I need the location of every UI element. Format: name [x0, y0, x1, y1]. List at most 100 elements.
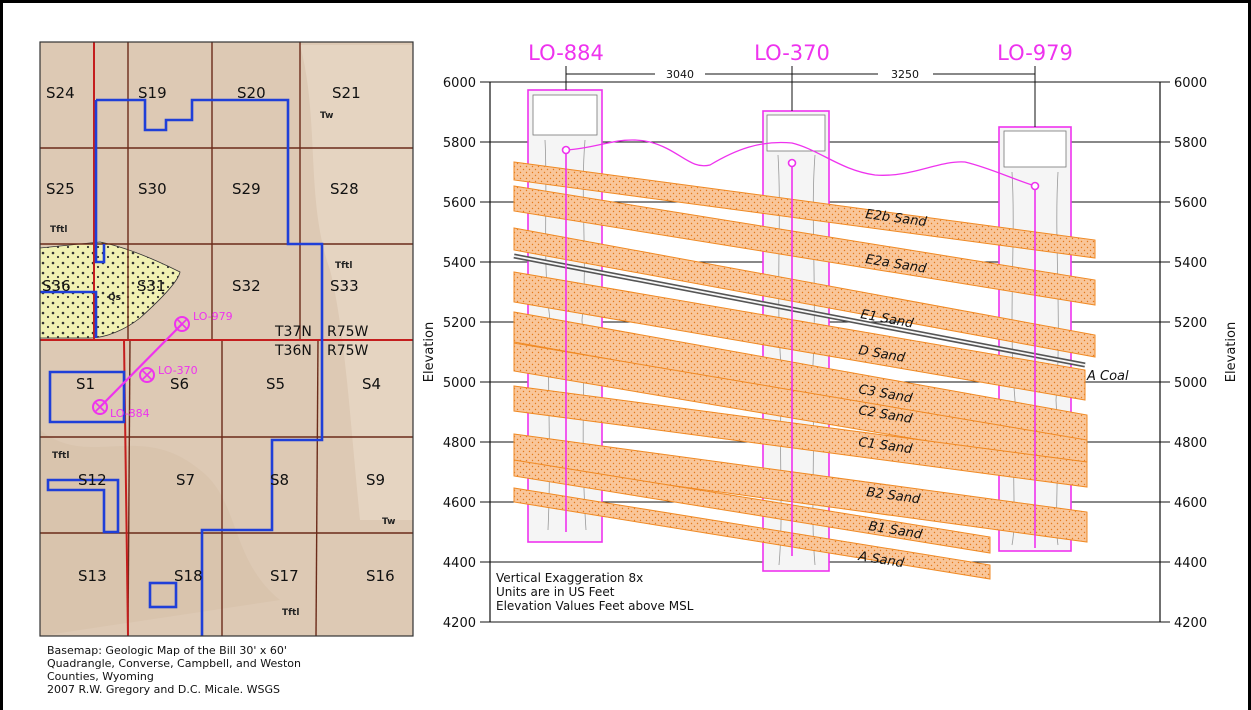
well-header: 3040 3250 LO-884 LO-370 LO-979 [528, 41, 1073, 127]
sand-label-b2-sand: B2 Sand [865, 485, 921, 507]
section-label-s24: S24 [46, 84, 75, 102]
caption-line: Basemap: Geologic Map of the Bill 30' x … [47, 644, 287, 657]
y-tick-label: 4600 [443, 496, 476, 511]
section-label-s17: S17 [270, 567, 299, 585]
geologic-unit-label: Tftl [52, 451, 69, 461]
sand-band-b2-sand [513, 433, 1088, 543]
y-tick-label: 4200 [1174, 616, 1207, 631]
well-symbol[interactable] [174, 316, 190, 332]
well-name-lo370: LO-370 [754, 41, 830, 65]
log-header [532, 94, 598, 136]
note-line: Elevation Values Feet above MSL [496, 599, 694, 613]
well-top-lo979 [1030, 181, 1040, 191]
geologic-unit-label: Tw [320, 111, 333, 121]
y-tick-label: 4800 [443, 436, 476, 451]
sand-band-d-sand [513, 271, 1086, 401]
coal-line-inner [513, 255, 1086, 366]
sand-band-b1-sand [513, 459, 991, 554]
section-label-s7: S7 [176, 471, 195, 489]
lease-boundary [40, 98, 324, 636]
y-tick-label: 4400 [1174, 556, 1207, 571]
elevation-ticks-left: 6000 5800 5600 5400 5200 5000 4800 4600 4400 4200 [443, 76, 476, 631]
section-label-s31: S31 [137, 277, 166, 295]
y-axis-label-left: Elevation [422, 322, 437, 382]
y-tick-label: 5600 [1174, 196, 1207, 211]
y-tick-label: 4600 [1174, 496, 1207, 511]
section-label-s36: S36 [42, 277, 71, 295]
y-tick-label: 4200 [443, 616, 476, 631]
section-label-s25: S25 [46, 180, 75, 198]
y-tick-label: 5000 [1174, 376, 1207, 391]
section-label-s28: S28 [330, 180, 359, 198]
y-axis-label-right: Elevation [1224, 322, 1239, 382]
elevation-ticks-right: 6000 5800 5600 5400 5200 5000 4800 4600 4400 4200 [1174, 76, 1207, 631]
caption-line: Counties, Wyoming [47, 670, 154, 683]
township-south-label: T36N [274, 343, 312, 359]
y-tick-label: 5800 [443, 136, 476, 151]
section-label-s19: S19 [138, 84, 167, 102]
section-label-s32: S32 [232, 277, 261, 295]
well-bores [565, 150, 1036, 556]
sand-label-b1-sand: B1 Sand [867, 519, 923, 543]
section-label-s33: S33 [330, 277, 359, 295]
ground-surface-line [565, 139, 1036, 187]
note-line: Units are in US Feet [496, 585, 615, 599]
well-name-lo979: LO-979 [997, 41, 1073, 65]
sand-band-a-sand [513, 487, 991, 580]
map-well-label-lo370: LO-370 [158, 364, 198, 377]
township-labels: T37N R75W T36N R75W [274, 324, 369, 359]
y-tick-label: 6000 [443, 76, 476, 91]
section-label-s13: S13 [78, 567, 107, 585]
section-label-s30: S30 [138, 180, 167, 198]
sand-band-e2a-sand [513, 185, 1096, 306]
y-tick-label: 5400 [443, 256, 476, 271]
section-label-s18: S18 [174, 567, 203, 585]
sand-label-a-sand: A Sand [856, 549, 905, 571]
section-label-s20: S20 [237, 84, 266, 102]
section-label-s16: S16 [366, 567, 395, 585]
geologic-unit-label: Tftl [335, 261, 352, 271]
map-border [39, 41, 414, 637]
section-label-s8: S8 [270, 471, 289, 489]
cross-section: 6000 5800 5600 5400 5200 5000 4800 4600 4400 4200… [422, 41, 1239, 631]
section-label-s9: S9 [366, 471, 385, 489]
range-south-label: R75W [327, 343, 369, 359]
sand-band-e1-sand [513, 227, 1096, 358]
sand-label-c1-sand: C1 Sand [857, 435, 913, 457]
note-line: Vertical Exaggeration 8x [496, 571, 643, 585]
y-tick-label: 5200 [443, 316, 476, 331]
terrain-shade [300, 45, 413, 520]
geologic-unit-label: Tw [382, 517, 395, 527]
y-tick-label: 5400 [1174, 256, 1207, 271]
well-top-lo884 [561, 145, 571, 155]
section-grid [40, 42, 413, 636]
section-label-s12: S12 [78, 471, 107, 489]
y-tick-label: 4400 [443, 556, 476, 571]
map-caption: Basemap: Geologic Map of the Bill 30' x … [47, 644, 301, 696]
map-well-label-lo884: LO-884 [110, 407, 150, 420]
section-notes: Vertical Exaggeration 8x Units are in US… [496, 571, 694, 613]
geologic-map [40, 42, 413, 636]
y-tick-label: 5000 [443, 376, 476, 391]
log-header [1003, 130, 1067, 168]
township-north-label: T37N [274, 324, 312, 340]
spacing-label-1: 3040 [666, 68, 694, 81]
map-well-line [92, 316, 190, 415]
geologic-unit-label: Tftl [50, 225, 67, 235]
section-label-s5: S5 [266, 375, 285, 393]
well-symbol[interactable] [92, 399, 108, 415]
y-tick-label: 5200 [1174, 316, 1207, 331]
section-label-s1: S1 [76, 375, 95, 393]
section-label-s4: S4 [362, 375, 381, 393]
well-name-lo884: LO-884 [528, 41, 604, 65]
geologic-unit-label: Tftl [282, 608, 299, 618]
map-well-label-lo979: LO-979 [193, 310, 233, 323]
range-north-label: R75W [327, 324, 369, 340]
y-tick-label: 4800 [1174, 436, 1207, 451]
sand-band-e2b-sand [513, 161, 1096, 259]
coal-seam: A Coal [513, 253, 1129, 384]
log-header [766, 114, 826, 152]
well-symbol[interactable] [139, 367, 155, 383]
